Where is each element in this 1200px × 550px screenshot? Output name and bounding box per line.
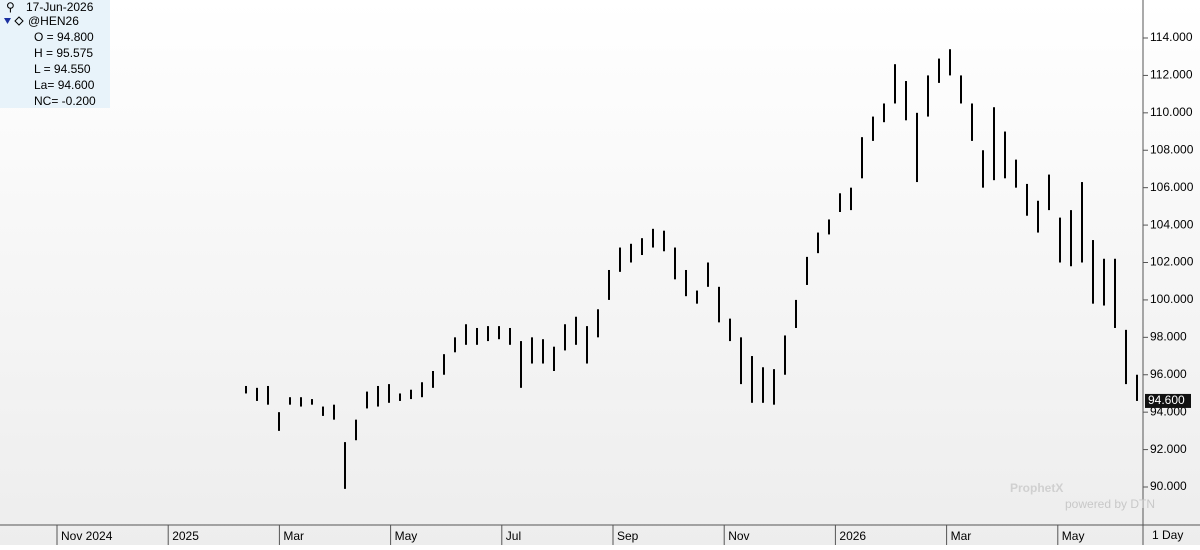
- symbol-icon: [14, 16, 24, 26]
- x-tick-label: Nov: [728, 529, 749, 543]
- x-tick-label: Sep: [617, 529, 639, 543]
- watermark: ProphetX: [1010, 481, 1063, 495]
- y-tick-label: 90.000: [1150, 479, 1187, 493]
- quote-line: H = 95.575: [34, 46, 93, 60]
- x-tick-label: May: [395, 529, 418, 543]
- search-icon: ⚲: [6, 0, 15, 14]
- y-tick-label: 110.000: [1150, 105, 1193, 119]
- quote-line: L = 94.550: [34, 62, 91, 76]
- y-tick-label: 108.000: [1150, 142, 1194, 156]
- symbol: @HEN26: [28, 14, 79, 28]
- y-tick-label: 106.000: [1150, 180, 1194, 194]
- quote-line: NC= -0.200: [34, 94, 96, 108]
- x-tick-label: 2025: [172, 529, 199, 543]
- collapse-icon[interactable]: [4, 18, 11, 24]
- x-tick-label: Mar: [951, 529, 972, 543]
- y-tick-label: 114.000: [1150, 30, 1193, 44]
- x-tick-label: Nov 2024: [61, 529, 113, 543]
- watermark-sub: powered by DTN: [1065, 497, 1155, 511]
- quote-line: La= 94.600: [34, 78, 95, 92]
- x-tick-label: May: [1062, 529, 1085, 543]
- y-tick-label: 104.000: [1150, 217, 1194, 231]
- y-tick-label: 100.000: [1150, 292, 1194, 306]
- quote-line: O = 94.800: [34, 30, 94, 44]
- last-price-label: 94.600: [1148, 393, 1185, 407]
- y-tick-label: 92.000: [1150, 442, 1187, 456]
- y-tick-label: 96.000: [1150, 367, 1187, 381]
- y-tick-label: 98.000: [1150, 330, 1187, 344]
- quote-date: 17-Jun-2026: [26, 0, 94, 14]
- x-tick-label: Jul: [506, 529, 521, 543]
- y-tick-label: 102.000: [1150, 255, 1194, 269]
- last-price-box: [1145, 393, 1191, 408]
- y-tick-label: 112.000: [1150, 68, 1193, 82]
- x-tick-label: Mar: [283, 529, 304, 543]
- x-tick-label: 2026: [839, 529, 866, 543]
- period: 1 Day: [1152, 528, 1183, 542]
